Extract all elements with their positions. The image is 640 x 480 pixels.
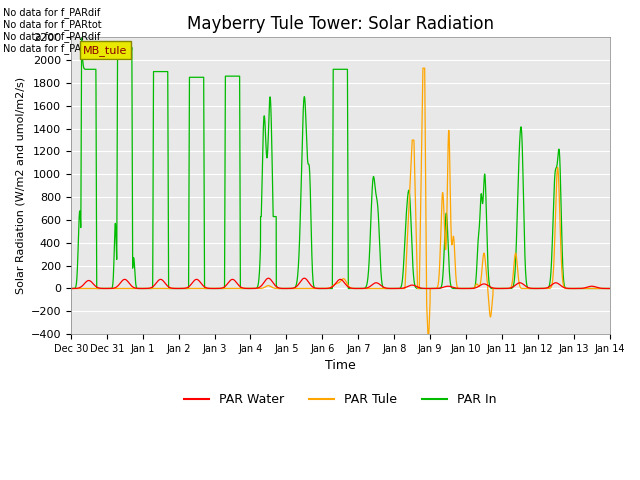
PAR Tule (461, 286, 469, 291)
PAR In (606, 286, 614, 291)
PAR Water (461, 286, 469, 291)
Line: PAR In: PAR In (71, 36, 610, 288)
PAR Tule (164, 286, 172, 291)
PAR In (492, 286, 500, 291)
Line: PAR Water: PAR Water (71, 278, 610, 288)
PAR In (78, 33, 86, 39)
Line: PAR Tule: PAR Tule (71, 68, 610, 340)
PAR Tule (606, 286, 614, 291)
PAR Tule (424, 337, 432, 343)
PAR Water (320, 286, 328, 291)
Legend: PAR Water, PAR Tule, PAR In: PAR Water, PAR Tule, PAR In (179, 388, 502, 411)
Y-axis label: Solar Radiation (W/m2 and umol/m2/s): Solar Radiation (W/m2 and umol/m2/s) (15, 77, 25, 294)
PAR Water (67, 286, 75, 291)
PAR Tule (67, 286, 75, 291)
PAR In (321, 286, 328, 291)
PAR In (164, 69, 172, 74)
X-axis label: Time: Time (325, 360, 356, 372)
Title: Mayberry Tule Tower: Solar Radiation: Mayberry Tule Tower: Solar Radiation (187, 15, 494, 33)
PAR Water (164, 283, 172, 289)
Text: No data for f_PARtot: No data for f_PARtot (3, 19, 102, 30)
PAR Tule (492, 286, 500, 291)
PAR In (461, 286, 469, 291)
PAR Tule (605, 286, 613, 291)
Text: No data for f_PARtot: No data for f_PARtot (3, 43, 102, 54)
PAR Water (606, 286, 614, 291)
PAR In (172, 286, 179, 291)
Text: No data for f_PARdif: No data for f_PARdif (3, 31, 100, 42)
PAR In (431, 286, 439, 291)
Text: No data for f_PARdif: No data for f_PARdif (3, 7, 100, 18)
PAR Water (605, 286, 613, 291)
PAR Tule (419, 65, 427, 71)
PAR In (605, 286, 613, 291)
PAR Tule (431, 286, 439, 291)
Text: MB_tule: MB_tule (83, 45, 127, 56)
PAR Water (431, 286, 439, 291)
PAR In (67, 286, 75, 291)
PAR Water (264, 276, 272, 281)
PAR Water (492, 286, 499, 291)
PAR Tule (320, 286, 328, 291)
